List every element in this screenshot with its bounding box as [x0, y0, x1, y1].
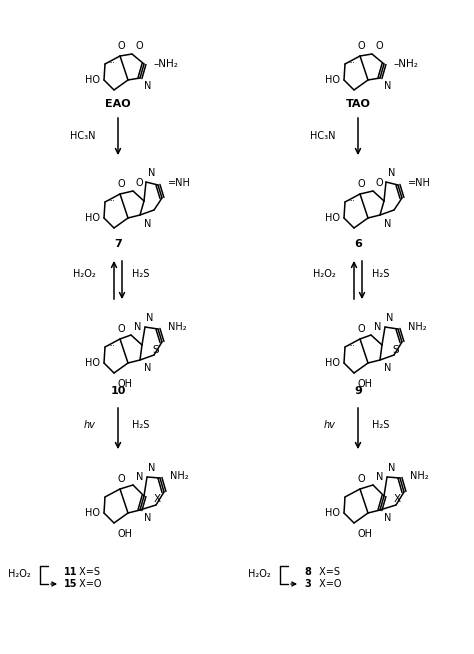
Text: N: N — [388, 463, 395, 473]
Text: NH₂: NH₂ — [170, 471, 189, 481]
Text: N: N — [148, 168, 155, 178]
Text: X=S: X=S — [76, 567, 100, 577]
Text: O: O — [357, 324, 365, 334]
Text: N: N — [384, 363, 392, 373]
Text: HO: HO — [325, 508, 340, 518]
Text: H₂O₂: H₂O₂ — [248, 569, 271, 579]
Text: N: N — [136, 472, 143, 482]
Text: N: N — [376, 472, 383, 482]
Text: N: N — [384, 81, 392, 91]
Text: H₂S: H₂S — [372, 269, 389, 279]
Text: O: O — [117, 179, 125, 189]
Text: H₂O₂: H₂O₂ — [73, 269, 96, 279]
Text: HO: HO — [325, 358, 340, 368]
Text: O: O — [376, 41, 383, 51]
Text: X: X — [154, 494, 161, 504]
Text: 15: 15 — [64, 579, 78, 589]
Text: HC₃N: HC₃N — [71, 131, 96, 141]
Text: HO: HO — [85, 358, 100, 368]
Text: EAO: EAO — [105, 99, 131, 109]
Text: O: O — [136, 178, 144, 188]
Text: H₂S: H₂S — [132, 420, 149, 430]
Text: N: N — [144, 513, 151, 523]
Text: 3: 3 — [304, 579, 311, 589]
Text: ···: ··· — [108, 343, 115, 349]
Text: 6: 6 — [354, 239, 362, 249]
Text: N: N — [386, 313, 393, 323]
Text: OH: OH — [118, 529, 133, 539]
Text: S: S — [392, 345, 399, 355]
Text: TAO: TAO — [346, 99, 371, 109]
Text: N: N — [148, 463, 155, 473]
Text: hv: hv — [84, 420, 96, 430]
Text: HO: HO — [325, 75, 340, 85]
Text: NH₂: NH₂ — [410, 471, 428, 481]
Text: H₂S: H₂S — [372, 420, 389, 430]
Text: S: S — [152, 345, 159, 355]
Text: ···: ··· — [108, 60, 115, 66]
Text: N: N — [146, 313, 154, 323]
Text: X=O: X=O — [76, 579, 101, 589]
Text: X: X — [394, 494, 401, 504]
Text: OH: OH — [358, 379, 373, 389]
Text: N: N — [134, 322, 141, 332]
Text: hv: hv — [324, 420, 336, 430]
Text: X=S: X=S — [316, 567, 340, 577]
Text: H₂O₂: H₂O₂ — [8, 569, 31, 579]
Text: –NH₂: –NH₂ — [394, 59, 419, 69]
Text: O: O — [357, 179, 365, 189]
Text: X=O: X=O — [316, 579, 341, 589]
Text: NH₂: NH₂ — [168, 322, 187, 332]
Text: ···: ··· — [348, 343, 355, 349]
Text: HO: HO — [85, 508, 100, 518]
Text: =NH: =NH — [408, 178, 431, 188]
Text: O: O — [117, 41, 125, 51]
Text: ···: ··· — [108, 198, 115, 204]
Text: ···: ··· — [348, 60, 355, 66]
Text: N: N — [144, 219, 151, 229]
Text: O: O — [117, 474, 125, 484]
Text: OH: OH — [118, 379, 133, 389]
Text: ···: ··· — [348, 198, 355, 204]
Text: N: N — [384, 513, 392, 523]
Text: N: N — [144, 81, 151, 91]
Text: 10: 10 — [110, 386, 126, 396]
Text: H₂O₂: H₂O₂ — [313, 269, 336, 279]
Text: N: N — [384, 219, 392, 229]
Text: N: N — [374, 322, 382, 332]
Text: O: O — [376, 178, 383, 188]
Text: H₂S: H₂S — [132, 269, 149, 279]
Text: NH₂: NH₂ — [408, 322, 427, 332]
Text: O: O — [357, 474, 365, 484]
Text: N: N — [388, 168, 395, 178]
Text: HO: HO — [85, 213, 100, 223]
Text: 8: 8 — [304, 567, 311, 577]
Text: O: O — [136, 41, 144, 51]
Text: HO: HO — [85, 75, 100, 85]
Text: 9: 9 — [354, 386, 362, 396]
Text: =NH: =NH — [168, 178, 191, 188]
Text: OH: OH — [358, 529, 373, 539]
Text: O: O — [117, 324, 125, 334]
Text: N: N — [144, 363, 151, 373]
Text: 7: 7 — [114, 239, 122, 249]
Text: HC₃N: HC₃N — [310, 131, 336, 141]
Text: HO: HO — [325, 213, 340, 223]
Text: 11: 11 — [64, 567, 78, 577]
Text: O: O — [357, 41, 365, 51]
Text: –NH₂: –NH₂ — [154, 59, 179, 69]
